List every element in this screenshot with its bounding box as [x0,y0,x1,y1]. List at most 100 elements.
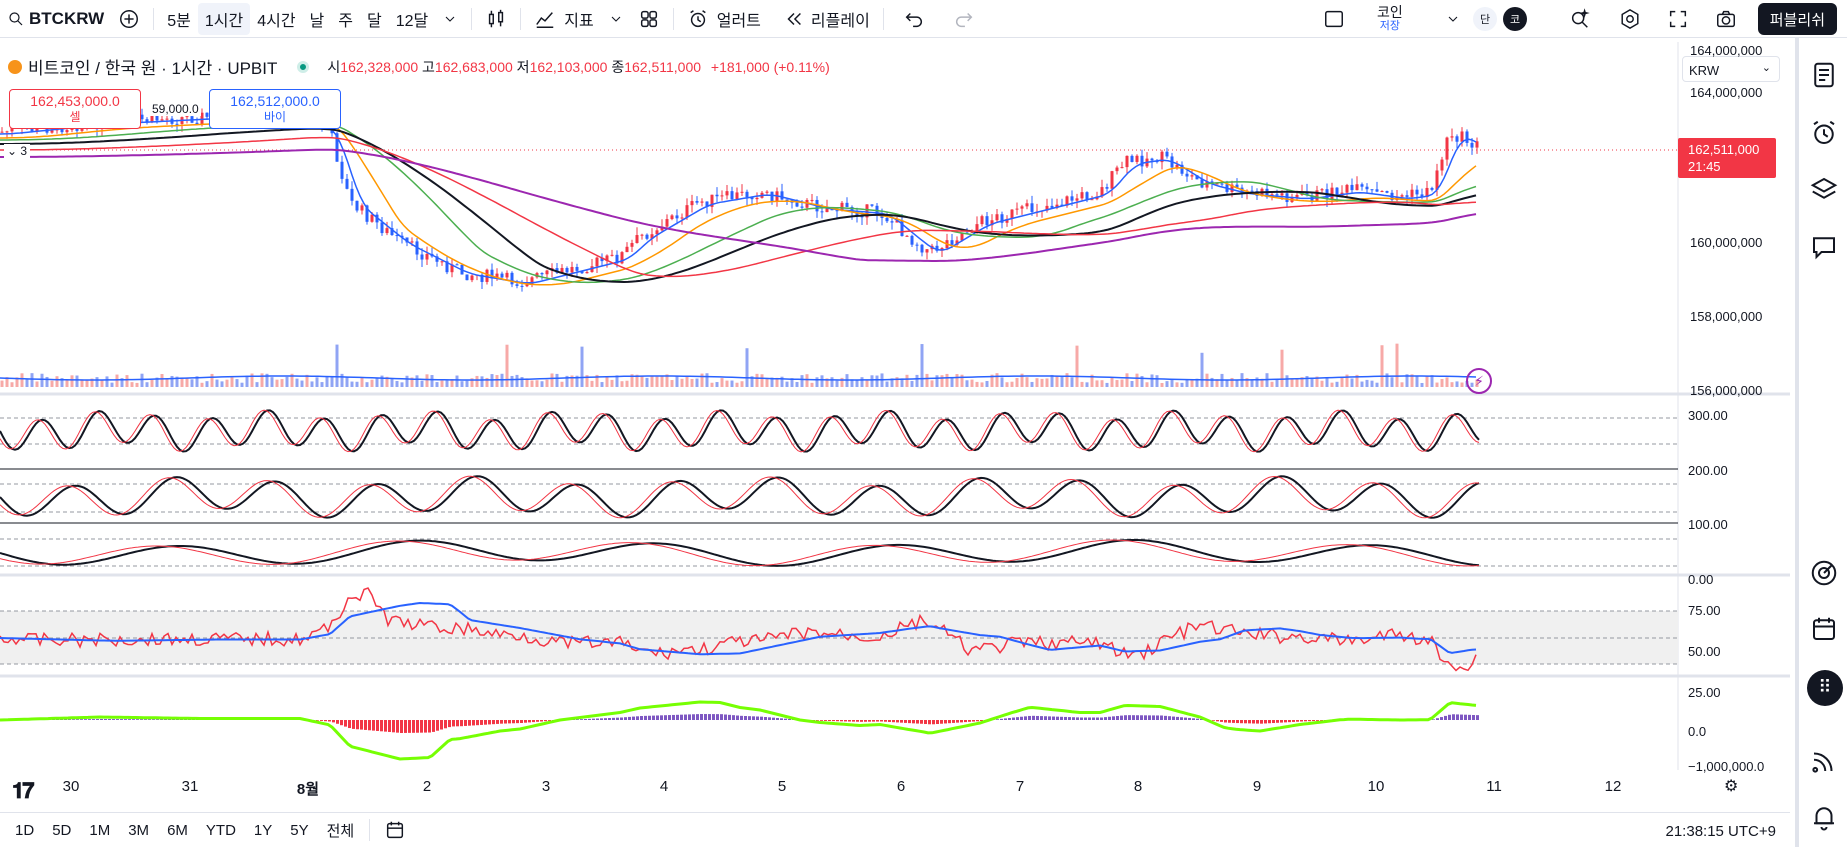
interval-12month[interactable]: 12달 [395,12,429,30]
interval-4h[interactable]: 4시간 [257,12,296,30]
time-axis[interactable]: 30 31 8월 2 3 4 5 6 7 8 9 10 11 12 ⚙ [0,770,1790,798]
macd-histogram-bar [1028,715,1031,720]
macd-histogram-bar [156,719,159,720]
macd-histogram-bar [1304,720,1307,722]
snapshot-button[interactable] [1708,0,1744,38]
undo-button[interactable] [896,0,932,38]
watchlist-icon[interactable] [1809,60,1839,90]
volume-bar [355,381,359,387]
macd-histogram-bar [1276,720,1279,723]
save-layout-button[interactable]: 코인 저장 [1370,0,1410,38]
indicators-button[interactable]: 지표 [527,0,600,38]
save-dropdown[interactable] [1438,0,1468,38]
candle-body [335,133,339,162]
candle-body [1465,131,1469,143]
bell-icon[interactable] [1809,802,1839,832]
macd-histogram-bar [1064,716,1067,720]
range-3m[interactable]: 3M [128,821,150,839]
clock[interactable]: 21:38:15 UTC+9 [1665,823,1777,840]
macd-label: 0.0 [1688,724,1707,739]
target-icon[interactable] [1809,558,1839,588]
symbol-search[interactable]: BTCKRW [0,0,111,38]
interval-dropdown[interactable] [435,0,465,38]
macd-histogram-bar [924,720,927,725]
layout-toggle-button[interactable] [1316,0,1352,38]
volume-bar [175,376,179,387]
quick-search-button[interactable] [1562,0,1598,38]
chart-type-button[interactable] [478,0,514,38]
macd-histogram-bar [1020,716,1023,720]
interval-1h[interactable]: 1시간 [197,2,251,35]
range-ytd[interactable]: YTD [205,821,236,839]
alarm-clock-icon[interactable] [1809,118,1839,148]
macd-histogram-bar [344,720,347,727]
shortcut-ko[interactable]: 코 [1496,0,1534,38]
sell-button[interactable]: 162,453,000.0 셀 [9,89,141,129]
macd-histogram-bar [120,719,123,720]
volume-bar [820,375,824,387]
candle-body [710,194,714,207]
volume-bar [310,381,314,387]
candle-body [635,235,639,243]
lightning-icon[interactable]: ⚡ [1466,368,1492,394]
macd-histogram-bar [532,720,535,723]
macd-histogram-bar [352,720,355,729]
range-6m[interactable]: 6M [167,821,188,839]
chat-icon[interactable] [1809,232,1839,262]
macd-histogram-bar [404,720,407,733]
axis-settings-icon[interactable]: ⚙ [1724,778,1739,795]
broadcast-icon[interactable] [1809,746,1839,776]
range-all[interactable]: 전체 [326,822,355,840]
indicator-toggle[interactable]: ⌄ 3 [4,144,31,158]
macd-histogram-bar [1040,716,1043,720]
settings-button[interactable] [1612,0,1648,38]
volume-bar [1445,377,1449,387]
candle-body [1385,191,1389,193]
buy-button[interactable]: 162,512,000.0 바이 [209,89,341,129]
volume-bar [630,374,634,387]
interval-5m[interactable]: 5분 [167,12,191,30]
indicators-dropdown[interactable] [601,0,631,38]
range-1m[interactable]: 1M [89,821,111,839]
volume-bar [85,380,89,387]
currency-select[interactable]: KRW ⌄ [1682,56,1780,82]
chevron-down-icon [611,16,621,22]
candle-body [885,217,889,222]
interval-week[interactable]: 주 [338,12,354,30]
apps-grid-icon[interactable]: ⠿ [1807,670,1843,706]
compare-button[interactable] [111,0,147,38]
layout-button[interactable] [631,0,667,38]
calendar-icon[interactable] [1809,614,1839,644]
interval-day[interactable]: 날 [309,12,325,30]
layers-icon[interactable] [1809,174,1839,204]
chart-area[interactable]: 비트코인 / 한국 원 · 1시간 · UPBIT 시162,328,000 고… [0,42,1790,803]
range-1d[interactable]: 1D [15,821,35,839]
range-1y[interactable]: 1Y [253,821,273,839]
fullscreen-button[interactable] [1660,0,1696,38]
low-value: 162,103,000 [529,58,608,75]
top-toolbar: BTCKRW 5분 1시간 4시간 날 주 달 12달 지표 얼러트 리플레이 [0,0,1847,38]
divider [369,819,371,841]
volume-bar [550,373,554,387]
volume-bar [460,381,464,387]
alert-button[interactable]: 얼러트 [680,0,768,38]
current-price-tag: 162,511,000 21:45 [1678,138,1776,178]
volume-bar [1455,381,1459,387]
volume-bar [160,374,164,387]
macd-histogram-bar [756,716,759,720]
redo-button[interactable] [946,0,982,38]
candle-body [1220,183,1224,185]
goto-date-icon[interactable] [384,819,406,841]
replay-button[interactable]: 리플레이 [776,0,877,38]
volume-bar [865,380,869,387]
interval-month[interactable]: 달 [367,12,382,30]
divider [882,7,884,30]
range-5y[interactable]: 5Y [290,821,309,839]
volume-bar [1155,375,1159,387]
range-5d[interactable]: 5D [52,821,72,839]
price-scale[interactable]: 164,000,000 [1680,42,1790,770]
volume-bar [1370,380,1374,387]
shortcut-dan[interactable]: 단 [1466,0,1504,38]
publish-button[interactable]: 퍼블리쉬 [1757,3,1837,35]
volume-bar [760,374,764,387]
